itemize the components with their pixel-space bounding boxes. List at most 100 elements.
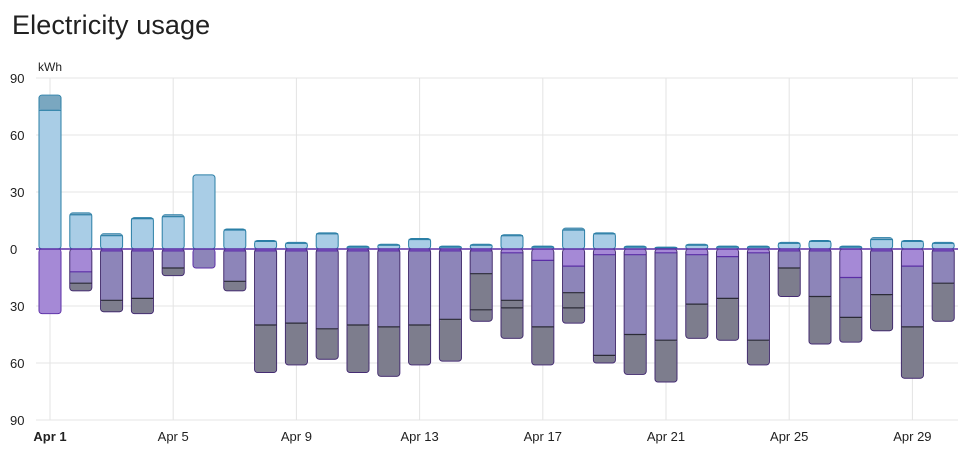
x-tick-label: Apr 13 xyxy=(400,429,438,444)
x-tick-label: Apr 1 xyxy=(33,429,66,444)
bar-negative-segment xyxy=(255,249,277,251)
bar-negative-segment xyxy=(501,307,523,338)
bar-negative-segment xyxy=(439,319,461,361)
bar-negative-segment xyxy=(593,249,615,255)
bar-negative-segment xyxy=(501,252,523,301)
y-tick-label: 60 xyxy=(10,356,24,371)
bar-negative-segment xyxy=(439,250,461,320)
x-tick-label: Apr 29 xyxy=(893,429,931,444)
bar-negative-segment xyxy=(840,249,862,278)
bar-negative-segment xyxy=(347,325,369,372)
bar-negative-segment xyxy=(316,328,338,359)
bar-negative-segment xyxy=(563,307,585,323)
bar-negative-segment xyxy=(501,249,523,253)
bar-negative-segment xyxy=(901,266,923,327)
bar-negative-segment xyxy=(224,250,246,282)
bar-negative-segment xyxy=(563,292,585,308)
bar-negative-segment xyxy=(470,273,492,310)
bar-negative-segment xyxy=(809,296,831,344)
bar-negative-segment xyxy=(932,250,954,284)
bar-negative-segment xyxy=(871,249,893,251)
axis-labels: 90 60 30 0 30 60 90 kWh Apr 1 Apr 5 Apr 9 Apr 13 Apr… xyxy=(10,60,932,444)
bar-negative-segment xyxy=(101,300,123,312)
bar-negative-segment xyxy=(501,300,523,308)
bar-negative-segment xyxy=(747,252,769,341)
bar-negative-segment xyxy=(778,249,800,251)
y-tick-label: 30 xyxy=(10,299,24,314)
bar-negative-segment xyxy=(809,250,831,297)
bar-negative-segment xyxy=(39,249,61,314)
bar-negative-segment xyxy=(347,250,369,325)
bar-positive xyxy=(408,238,432,250)
bar-negative-segment xyxy=(131,249,153,251)
bar-negative-segment xyxy=(655,340,677,382)
bar-negative-segment xyxy=(532,249,554,261)
bar-negative-segment xyxy=(532,260,554,327)
bar-negative-segment xyxy=(593,355,615,363)
x-tick-label: Apr 5 xyxy=(158,429,189,444)
bar-negative-segment xyxy=(901,249,923,267)
bar-negative-segment xyxy=(162,250,184,268)
y-tick-label: 90 xyxy=(10,413,24,428)
bar-positive xyxy=(592,232,616,250)
bar-negative-segment xyxy=(439,249,461,251)
bar-negative-segment xyxy=(162,268,184,276)
bar-negative-segment xyxy=(470,309,492,321)
y-unit-label: kWh xyxy=(38,60,62,74)
bar-positive xyxy=(130,217,154,250)
bar-negative-segment xyxy=(747,340,769,365)
bar-positive xyxy=(192,174,216,250)
bar-negative-segment xyxy=(747,249,769,253)
bar-positive xyxy=(315,232,339,250)
bar-negative-segment xyxy=(193,249,215,268)
bar-positive-cap xyxy=(39,95,61,111)
bar-negative-segment xyxy=(840,277,862,318)
bar-negative-segment xyxy=(871,250,893,295)
bar-negative-segment xyxy=(901,326,923,378)
y-tick-label: 90 xyxy=(10,71,24,86)
bar-negative-segment xyxy=(285,323,307,365)
bar-negative-segment xyxy=(717,256,739,299)
bar-positive xyxy=(500,234,524,250)
bar-negative-segment xyxy=(285,250,307,324)
y-tick-label: 0 xyxy=(10,242,17,257)
bar-negative-segment xyxy=(224,281,246,291)
bar-negative-segment xyxy=(316,250,338,329)
bar-negative-segment xyxy=(347,249,369,251)
bar-negative-segment xyxy=(932,283,954,321)
y-tick-label: 30 xyxy=(10,185,24,200)
bar-positive xyxy=(562,227,586,250)
bar-negative-segment xyxy=(255,250,277,325)
bar-positive xyxy=(223,228,247,250)
bar-negative-segment xyxy=(809,249,831,251)
x-tick-label: Apr 25 xyxy=(770,429,808,444)
bar-negative-segment xyxy=(686,254,708,305)
bar-negative-segment xyxy=(224,249,246,251)
x-tick-label: Apr 9 xyxy=(281,429,312,444)
bar-negative-segment xyxy=(470,249,492,251)
bar-negative-segment xyxy=(840,317,862,342)
bar-negative-segment xyxy=(255,325,277,372)
bar-negative-segment xyxy=(563,249,585,267)
bar-negative-segment xyxy=(131,250,153,299)
bar-negative-segment xyxy=(532,326,554,365)
bar-positive xyxy=(69,212,93,250)
bar-negative-segment xyxy=(563,266,585,293)
x-tick-label: Apr 21 xyxy=(647,429,685,444)
bar-negative-segment xyxy=(778,268,800,296)
bar-negative-segment xyxy=(409,325,431,365)
bar-negative-segment xyxy=(655,249,677,253)
bar-negative-segment xyxy=(378,326,400,376)
bar-negative-segment xyxy=(932,249,954,251)
chart-bars xyxy=(38,94,955,383)
bar-negative-segment xyxy=(316,249,338,251)
bar-negative-segment xyxy=(131,298,153,314)
bar-positive xyxy=(161,214,185,250)
y-tick-label: 60 xyxy=(10,128,24,143)
bar-negative-segment xyxy=(409,250,431,325)
bar-negative-segment xyxy=(409,249,431,251)
bar-negative-segment xyxy=(162,249,184,251)
bar-negative-segment xyxy=(624,334,646,374)
bar-negative-segment xyxy=(624,249,646,255)
